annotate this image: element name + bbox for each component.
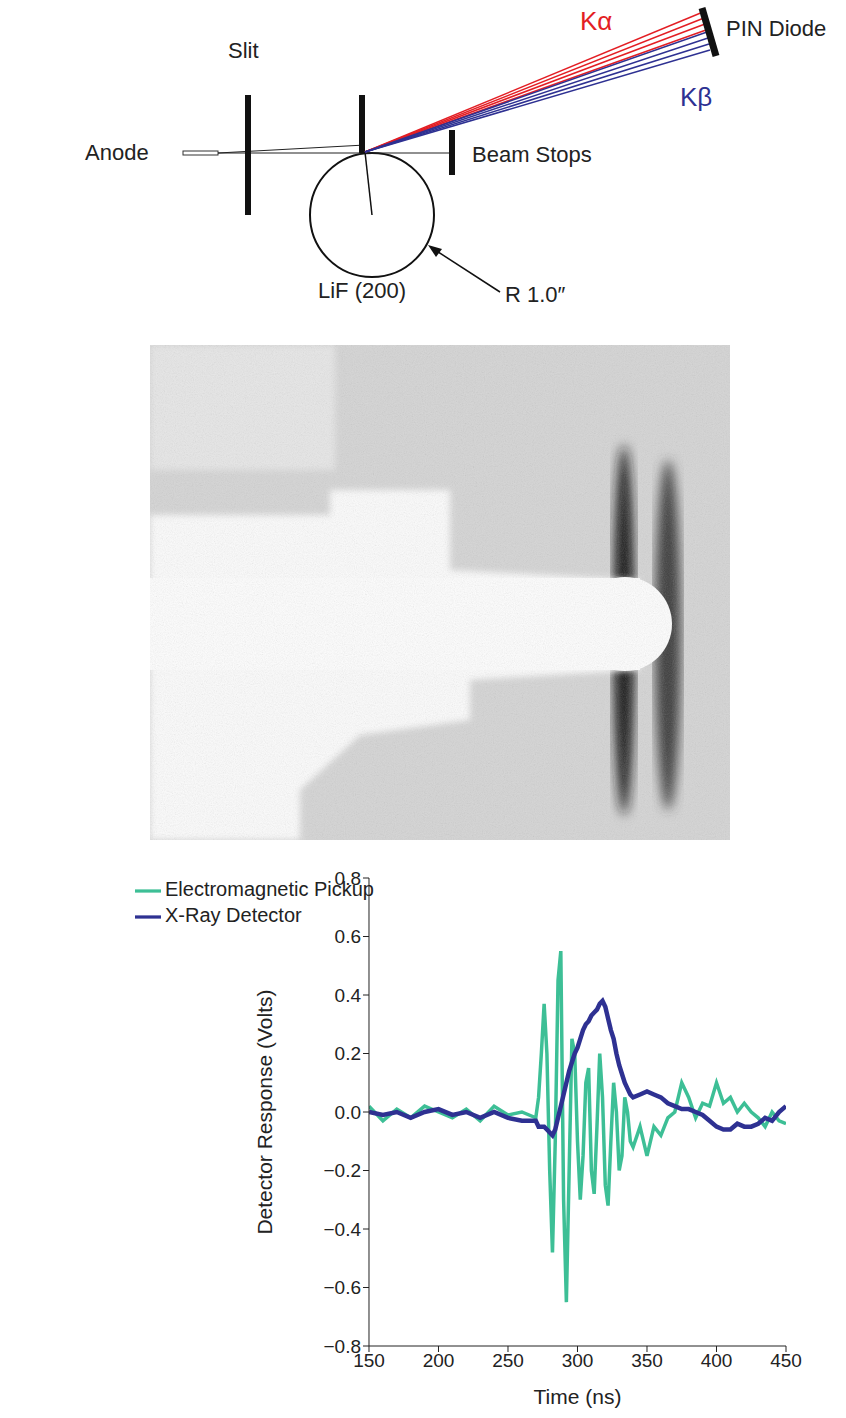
svg-text:−0.4: −0.4 (323, 1219, 361, 1240)
svg-text:R 1.0″: R 1.0″ (505, 282, 566, 307)
svg-text:Detector Response (Volts): Detector Response (Volts) (253, 989, 276, 1234)
svg-text:Anode: Anode (85, 140, 149, 165)
svg-text:Beam Stops: Beam Stops (472, 142, 592, 167)
svg-text:0.2: 0.2 (335, 1043, 361, 1064)
svg-text:LiF (200): LiF (200) (318, 278, 406, 303)
svg-text:450: 450 (770, 1350, 802, 1371)
svg-text:0.0: 0.0 (335, 1102, 361, 1123)
svg-text:−0.2: −0.2 (323, 1160, 361, 1181)
svg-text:250: 250 (492, 1350, 524, 1371)
svg-text:PIN Diode: PIN Diode (726, 16, 826, 41)
svg-text:Kα: Kα (580, 6, 612, 36)
svg-text:Kβ: Kβ (680, 82, 712, 112)
svg-text:Slit: Slit (228, 38, 259, 63)
svg-text:Time (ns): Time (ns) (534, 1385, 622, 1408)
svg-text:0.6: 0.6 (335, 926, 361, 947)
svg-text:−0.6: −0.6 (323, 1277, 361, 1298)
svg-text:200: 200 (423, 1350, 455, 1371)
svg-text:0.4: 0.4 (335, 985, 362, 1006)
svg-text:350: 350 (631, 1350, 663, 1371)
svg-text:−0.8: −0.8 (323, 1336, 361, 1357)
svg-text:300: 300 (562, 1350, 594, 1371)
svg-text:0.8: 0.8 (335, 868, 361, 889)
svg-text:400: 400 (701, 1350, 733, 1371)
